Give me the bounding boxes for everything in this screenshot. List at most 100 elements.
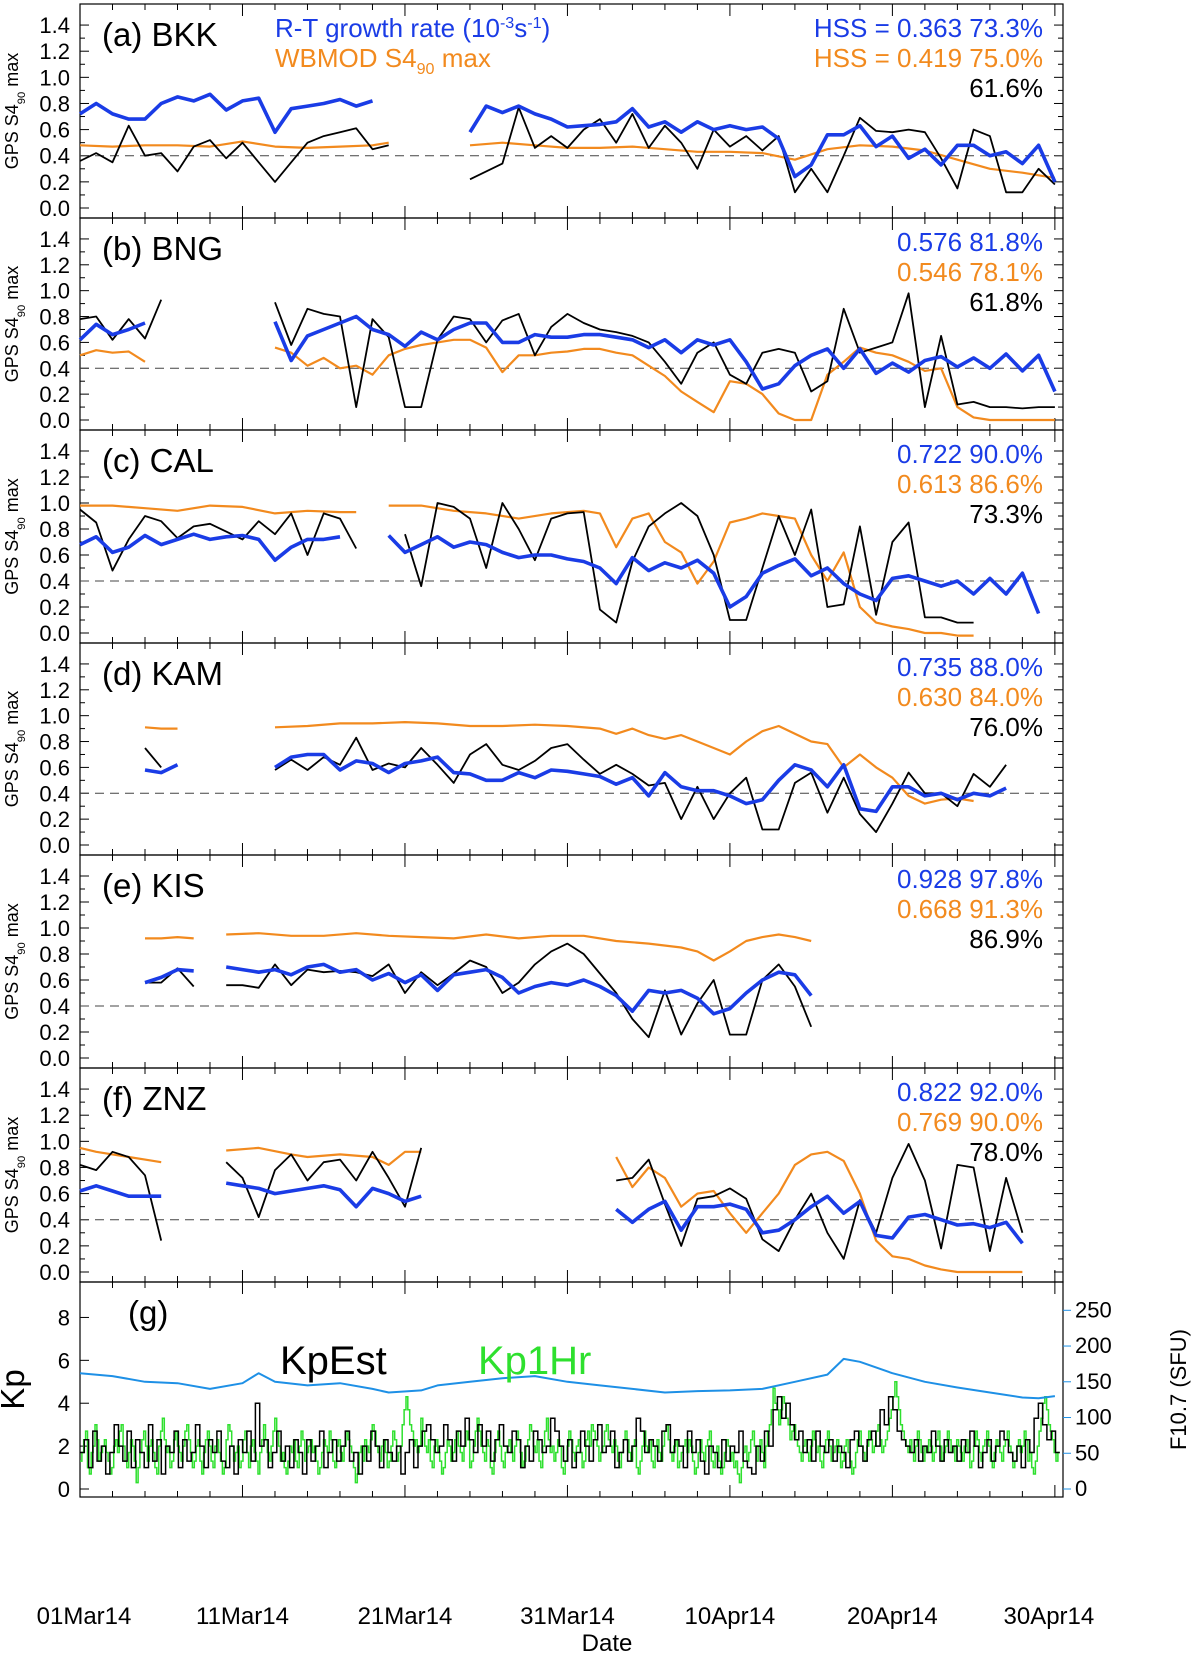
x-tick-label: 10Apr14	[685, 1603, 776, 1630]
y2-tick-label: 200	[1075, 1333, 1112, 1358]
wbmod-line	[79, 349, 146, 363]
rt-growth-line	[468, 104, 1057, 183]
y2-tick-label: 0	[1075, 1476, 1087, 1501]
panel-4: 0.00.20.40.60.81.01.21.4 GPS S490 max (e) …	[2, 854, 1064, 1071]
y-axis-label: GPS S490 max	[2, 266, 28, 382]
gps-line	[274, 736, 1007, 833]
rt-growth-line	[144, 763, 179, 775]
y-tick-label: 0.8	[39, 730, 70, 755]
y-tick-label: 6	[58, 1348, 70, 1373]
y-tick-label: 2	[58, 1434, 70, 1459]
panel-label: (a) BKK	[102, 16, 218, 53]
y-tick-label: 1.4	[39, 227, 70, 252]
wbmod-line	[226, 1146, 422, 1167]
rt-hss-stat: 0.928 97.8%	[897, 864, 1043, 894]
rt-hss-stat: 0.822 92.0%	[897, 1077, 1043, 1107]
panel-0: 0.00.20.40.60.81.01.21.4 GPS S490 max (a) …	[2, 3, 1064, 221]
y-tick-label: 0.0	[39, 1046, 70, 1071]
y-tick-label: 0.8	[39, 517, 70, 542]
gps-line	[469, 106, 1056, 194]
x-tick-label: 01Mar14	[37, 1603, 132, 1630]
y-tick-label: 1.4	[39, 439, 70, 464]
y-tick-label: 0.2	[39, 1020, 70, 1045]
y-tick-label: 0.0	[39, 196, 70, 221]
gps-line	[79, 1150, 163, 1241]
rt-hss-stat: 0.735 88.0%	[897, 652, 1043, 682]
x-tick-label: 21Mar14	[358, 1603, 453, 1630]
y-tick-label: 0.6	[39, 1182, 70, 1207]
y-tick-label: 0.6	[39, 543, 70, 568]
x-tick-label: 30Apr14	[1004, 1603, 1095, 1630]
y-tick-label: 0.8	[39, 91, 70, 116]
y-tick-label: 1.4	[39, 652, 70, 677]
y-tick-label: 0.4	[39, 144, 70, 169]
y-tick-label: 1.0	[39, 65, 70, 90]
y-tick-label: 1.4	[39, 13, 70, 38]
gps-line	[616, 1143, 1024, 1260]
legend-rt-growth: R-T growth rate (10-3s-1)	[275, 13, 550, 43]
panel-label: (c) CAL	[102, 442, 214, 479]
gps-line	[226, 942, 813, 1039]
wbmod-line	[80, 504, 357, 515]
panel-label: (e) KIS	[102, 867, 205, 904]
panel-label: (f) ZNZ	[102, 1080, 206, 1117]
panel-6: 0 2 4 6 8 Kp 0 50 100 150 200 250 F10.7 (SFU) (g) KpEs…	[0, 1281, 1191, 1502]
panel-label: (g)	[128, 1294, 168, 1331]
rt-hss-stat: 0.722 90.0%	[897, 439, 1043, 469]
y-tick-label: 1.2	[39, 1103, 70, 1128]
y-tick-label: 8	[58, 1305, 70, 1330]
y-tick-label: 4	[58, 1391, 70, 1416]
y2-axis-label: F10.7 (SFU)	[1166, 1329, 1191, 1450]
y-tick-label: 1.2	[39, 678, 70, 703]
y-tick-label: 1.2	[39, 465, 70, 490]
panel-frame	[79, 1281, 1064, 1498]
y2-tick-label: 50	[1075, 1440, 1099, 1465]
gps-line	[404, 502, 974, 624]
wbmod-line	[274, 720, 974, 805]
wbmod-line	[144, 726, 178, 730]
y-tick-label: 0.0	[39, 1260, 70, 1285]
y-tick-label: 1.2	[39, 253, 70, 278]
wbmod-hss-stat: 0.546 78.1%	[897, 257, 1043, 287]
y-tick-label: 0.4	[39, 569, 70, 594]
y-tick-label: 0	[58, 1477, 70, 1502]
y-tick-label: 1.4	[39, 864, 70, 889]
y-tick-label: 1.0	[39, 1129, 70, 1154]
y-tick-label: 0.2	[39, 595, 70, 620]
y-tick-label: 0.8	[39, 305, 70, 330]
y-axis-label: GPS S490 max	[2, 903, 28, 1019]
y-tick-label: 1.0	[39, 704, 70, 729]
wbmod-line	[79, 1146, 162, 1164]
wbmod-hss-stat: 0.613 86.6%	[897, 469, 1043, 499]
wbmod-hss-stat: HSS = 0.419 75.0%	[814, 43, 1043, 73]
gps-line	[79, 508, 357, 572]
y-axis-label: GPS S490 max	[2, 691, 28, 807]
gps-stat: 73.3%	[969, 499, 1043, 529]
wbmod-hss-stat: 0.668 91.3%	[897, 894, 1043, 924]
y-axis-label: GPS S490 max	[2, 53, 28, 169]
y-tick-label: 0.2	[39, 382, 70, 407]
legend-kp1hr: Kp1Hr	[478, 1339, 591, 1383]
y2-tick-label: 250	[1075, 1297, 1112, 1322]
wbmod-line	[388, 504, 974, 637]
x-axis-label: Date	[582, 1630, 633, 1657]
y-tick-label: 1.0	[39, 279, 70, 304]
y2-tick-label: 150	[1075, 1369, 1112, 1394]
panel-1: 0.00.20.40.60.81.01.21.4 GPS S490 max (b) …	[2, 217, 1064, 433]
wbmod-line	[79, 140, 389, 149]
rt-growth-line	[79, 532, 341, 563]
y-tick-label: 0.6	[39, 118, 70, 143]
y-tick-label: 0.4	[39, 356, 70, 381]
gps-line	[79, 124, 389, 183]
gps-stat: 76.0%	[969, 712, 1043, 742]
rt-growth-line	[225, 962, 813, 1016]
y-tick-label: 0.0	[39, 408, 70, 433]
y-axis-label: GPS S490 max	[2, 478, 28, 594]
rt-hss-stat: HSS = 0.363 73.3%	[814, 13, 1043, 43]
panel-2: 0.00.20.40.60.81.01.21.4 GPS S490 max (c) …	[2, 429, 1064, 646]
x-axis: Date 01Mar14 11Mar14 21Mar14 31Mar14 10Apr14…	[37, 1603, 1095, 1657]
legend-kpest: KpEst	[280, 1339, 387, 1383]
y-tick-label: 1.2	[39, 39, 70, 64]
